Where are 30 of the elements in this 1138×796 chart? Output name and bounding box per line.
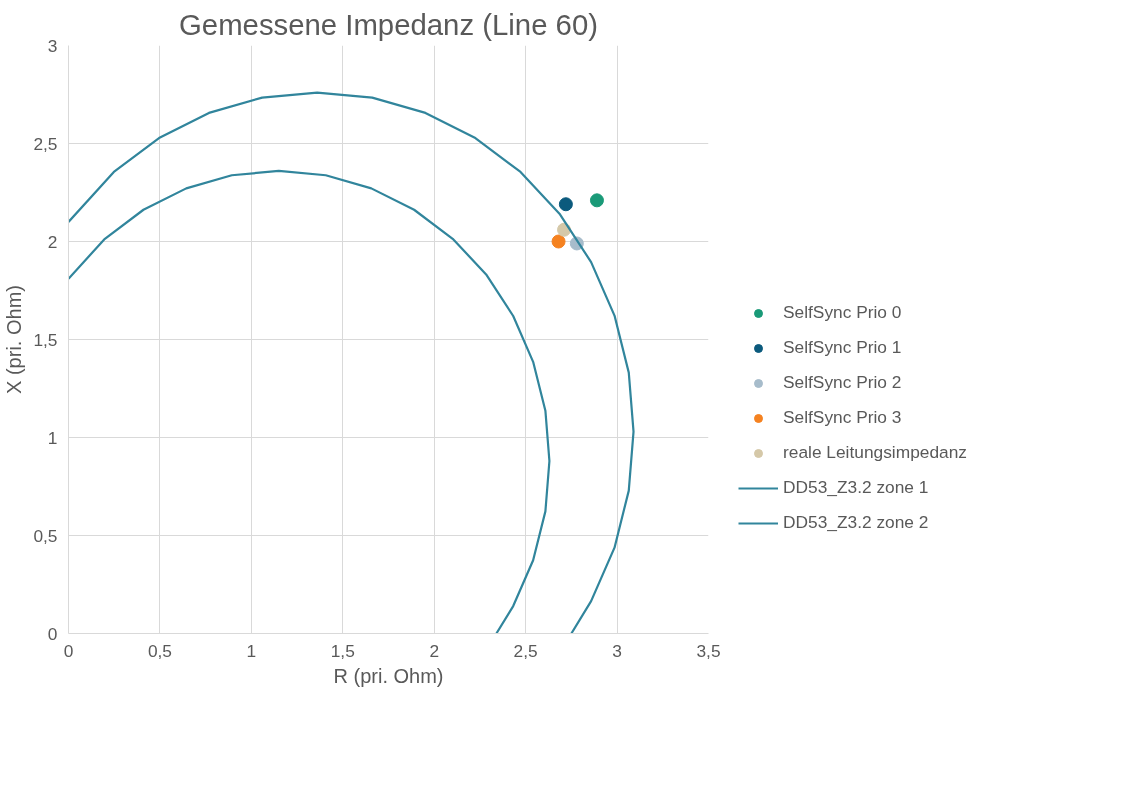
y-tick-label: 1 <box>47 427 58 448</box>
line-series <box>68 169 551 634</box>
legend-label: reale Leitungsimpedanz <box>783 442 967 463</box>
x-tick-label: 0,5 <box>147 640 172 661</box>
x-tick-label: 2 <box>429 640 440 661</box>
legend-label: SelfSync Prio 0 <box>783 302 902 323</box>
y-tick-label: 3 <box>47 35 58 56</box>
y-tick-label: 2 <box>47 231 58 252</box>
legend-label: SelfSync Prio 2 <box>783 372 902 393</box>
y-tick-label: 0 <box>47 623 58 644</box>
x-tick-label: 1 <box>246 640 257 661</box>
chart-title: Gemessene Impedanz (Line 60) <box>179 7 598 41</box>
y-tick-label: 1,5 <box>33 329 58 350</box>
x-tick-label: 3,5 <box>696 640 721 661</box>
legend-label: DD53_Z3.2 zone 2 <box>783 512 929 533</box>
x-tick-label: 0 <box>63 640 74 661</box>
y-axis-title: X (pri. Ohm) <box>3 285 26 394</box>
legend-label: SelfSync Prio 3 <box>783 407 902 428</box>
line-series <box>68 91 635 634</box>
y-tick-label: 0,5 <box>33 525 58 546</box>
legend-label: SelfSync Prio 1 <box>783 337 902 358</box>
x-tick-label: 2,5 <box>513 640 538 661</box>
y-tick-label: 2,5 <box>33 133 58 154</box>
legend-label: DD53_Z3.2 zone 1 <box>783 477 929 498</box>
x-axis-title: R (pri. Ohm) <box>333 664 444 687</box>
point <box>551 234 566 249</box>
x-tick-label: 3 <box>612 640 622 661</box>
point <box>589 193 604 208</box>
point <box>558 197 573 212</box>
x-tick-label: 1,5 <box>330 640 355 661</box>
